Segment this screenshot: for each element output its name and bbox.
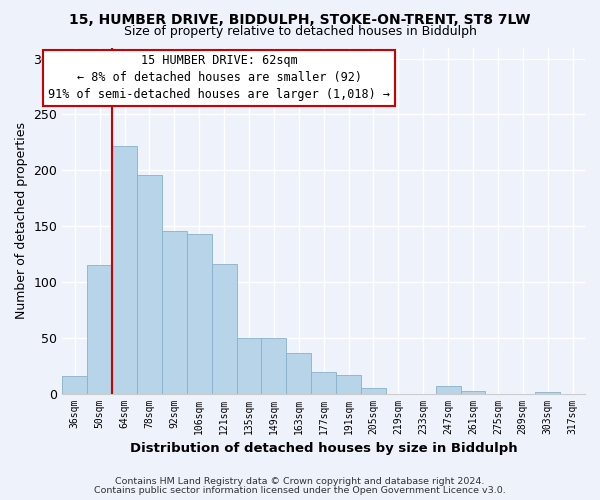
Text: Contains HM Land Registry data © Crown copyright and database right 2024.: Contains HM Land Registry data © Crown c…	[115, 477, 485, 486]
Text: Size of property relative to detached houses in Biddulph: Size of property relative to detached ho…	[124, 25, 476, 38]
Text: Contains public sector information licensed under the Open Government Licence v3: Contains public sector information licen…	[94, 486, 506, 495]
Bar	[187, 234, 212, 394]
Bar	[112, 146, 137, 394]
Bar	[361, 388, 386, 394]
Text: 15 HUMBER DRIVE: 62sqm
← 8% of detached houses are smaller (92)
91% of semi-deta: 15 HUMBER DRIVE: 62sqm ← 8% of detached …	[48, 54, 390, 102]
Bar	[461, 392, 485, 394]
Y-axis label: Number of detached properties: Number of detached properties	[15, 122, 28, 319]
Bar	[212, 264, 236, 394]
Bar	[286, 354, 311, 394]
Bar	[262, 338, 286, 394]
Bar	[535, 392, 560, 394]
Bar	[236, 338, 262, 394]
Bar	[62, 376, 87, 394]
Text: 15, HUMBER DRIVE, BIDDULPH, STOKE-ON-TRENT, ST8 7LW: 15, HUMBER DRIVE, BIDDULPH, STOKE-ON-TRE…	[69, 12, 531, 26]
Bar	[87, 265, 112, 394]
Bar	[162, 230, 187, 394]
Bar	[137, 175, 162, 394]
X-axis label: Distribution of detached houses by size in Biddulph: Distribution of detached houses by size …	[130, 442, 517, 455]
Bar	[436, 386, 461, 394]
Bar	[336, 374, 361, 394]
Bar	[311, 372, 336, 394]
